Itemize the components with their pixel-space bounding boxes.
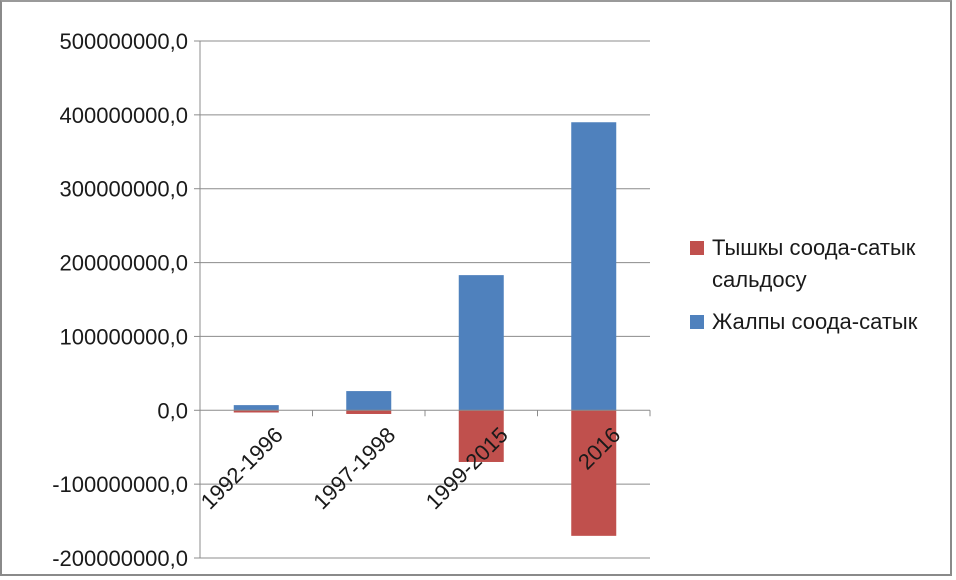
y-tick-label: 100000000,0 xyxy=(60,324,188,349)
legend-label-total-trade: Жалпы соода-сатык xyxy=(712,309,918,334)
y-tick-label: 500000000,0 xyxy=(60,29,188,54)
bar-total-trade xyxy=(233,405,279,411)
bar-total-trade xyxy=(346,391,392,411)
y-tick-label: -200000000,0 xyxy=(52,546,188,571)
bar-trade-balance xyxy=(458,410,504,462)
y-tick-label: -100000000,0 xyxy=(52,472,188,497)
bar-total-trade xyxy=(458,275,504,411)
y-tick-label: 400000000,0 xyxy=(60,103,188,128)
x-tick-label: 1997-1998 xyxy=(308,422,400,514)
legend-label-trade-balance: Тышкы соода-сатык сальдосу xyxy=(712,235,916,292)
bar-trade-balance xyxy=(346,410,392,414)
bar-total-trade xyxy=(571,122,617,411)
bar-trade-balance xyxy=(571,410,617,536)
bar-trade-balance xyxy=(233,410,279,413)
chart-legend: Тышкы соода-сатык сальдосу Жалпы соода-с… xyxy=(690,232,952,348)
legend-swatch-total-trade xyxy=(690,315,704,329)
legend-swatch-trade-balance xyxy=(690,241,704,255)
y-tick-label: 0,0 xyxy=(157,398,188,423)
x-tick-label: 1992-1996 xyxy=(196,422,288,514)
y-tick-label: 300000000,0 xyxy=(60,177,188,202)
legend-item-total-trade: Жалпы соода-сатык xyxy=(690,306,952,338)
legend-item-trade-balance: Тышкы соода-сатык сальдосу xyxy=(690,232,952,296)
y-tick-label: 200000000,0 xyxy=(60,251,188,276)
